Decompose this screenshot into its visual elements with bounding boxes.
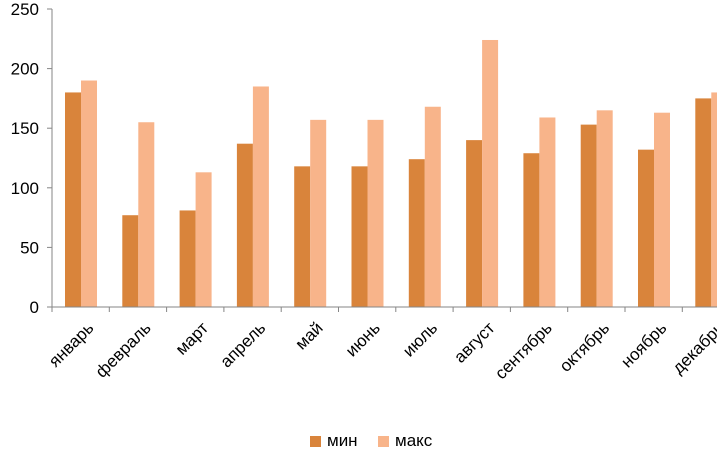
bar-max-2 bbox=[195, 172, 212, 307]
x-tick-label: март bbox=[172, 318, 212, 358]
x-tick-label: декабрь bbox=[669, 318, 717, 377]
legend-swatch-min bbox=[310, 436, 321, 447]
y-tick-label: 0 bbox=[30, 298, 39, 317]
y-axis-tick-labels: 0 50 100 150 200 250 bbox=[11, 0, 39, 317]
bar-min-11 bbox=[695, 98, 712, 308]
bars bbox=[65, 39, 717, 308]
bar-max-6 bbox=[424, 106, 441, 307]
bar-min-2 bbox=[179, 210, 196, 307]
x-tick-label: январь bbox=[45, 318, 98, 371]
x-tick-label: апрель bbox=[217, 318, 270, 371]
x-tick-label: сентябрь bbox=[491, 318, 556, 383]
bar-min-3 bbox=[236, 143, 253, 307]
legend-label-max: макс bbox=[395, 431, 433, 449]
x-tick-label: август bbox=[450, 318, 498, 366]
y-tick-label: 200 bbox=[11, 60, 39, 79]
x-tick-label: июнь bbox=[342, 318, 384, 360]
x-tick-label: июль bbox=[399, 318, 441, 360]
legend: мин макс bbox=[310, 431, 433, 449]
bar-min-9 bbox=[580, 124, 597, 308]
bar-max-3 bbox=[252, 86, 269, 307]
bar-max-1 bbox=[138, 122, 155, 308]
bar-max-10 bbox=[654, 112, 670, 307]
bar-max-8 bbox=[539, 117, 556, 307]
bar-min-7 bbox=[466, 140, 483, 307]
x-tick-label: февраль bbox=[92, 318, 155, 381]
x-tick-label: октябрь bbox=[556, 318, 613, 375]
bar-max-11 bbox=[711, 92, 717, 307]
bar-max-5 bbox=[367, 119, 384, 307]
x-tick-label: ноябрь bbox=[617, 318, 670, 371]
bar-max-4 bbox=[310, 119, 327, 307]
legend-label-min: мин bbox=[327, 431, 358, 449]
y-tick-label: 100 bbox=[11, 179, 39, 198]
bar-max-9 bbox=[596, 110, 613, 307]
x-tick-label: май bbox=[292, 318, 327, 353]
y-tick-label: 50 bbox=[20, 238, 39, 257]
y-tick-label: 150 bbox=[11, 119, 39, 138]
bar-min-0 bbox=[65, 92, 81, 307]
bar-max-7 bbox=[482, 39, 499, 307]
y-tick-label: 250 bbox=[11, 0, 39, 19]
bar-max-0 bbox=[81, 80, 97, 308]
bar-min-10 bbox=[638, 149, 654, 307]
bar-min-6 bbox=[408, 159, 425, 307]
bar-min-8 bbox=[523, 153, 540, 307]
axes bbox=[47, 8, 717, 312]
bar-min-1 bbox=[122, 215, 139, 307]
bar-min-5 bbox=[351, 166, 368, 307]
bar-min-4 bbox=[294, 166, 311, 307]
legend-swatch-max bbox=[378, 436, 389, 447]
